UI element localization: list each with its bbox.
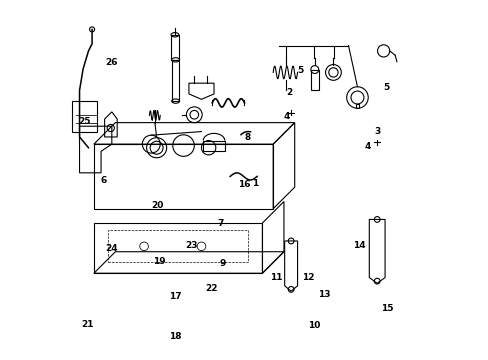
Text: 12: 12 [302,273,314,282]
Text: 3: 3 [373,127,380,136]
Text: 24: 24 [104,244,117,253]
Text: 4: 4 [364,142,370,151]
Text: 19: 19 [153,257,165,266]
Text: 11: 11 [269,273,282,282]
Text: 8: 8 [244,133,250,142]
Text: 16: 16 [238,180,250,189]
Text: 23: 23 [185,241,198,250]
Bar [171,35,179,60]
Text: 25: 25 [78,117,90,126]
Text: 26: 26 [104,58,117,67]
FancyArrowPatch shape [241,131,250,135]
Text: 20: 20 [151,201,163,210]
Text: 5: 5 [382,83,388,92]
Bar [355,104,358,108]
Text: 4: 4 [283,112,289,121]
Text: 17: 17 [169,292,182,301]
Text: 9: 9 [219,259,226,268]
Text: 13: 13 [318,290,330,299]
Text: 2: 2 [285,87,292,96]
Bar [172,60,179,101]
Bar [310,69,318,90]
Text: 1: 1 [252,179,258,188]
Text: 10: 10 [307,321,320,330]
Text: 21: 21 [81,320,94,329]
Text: 14: 14 [352,241,365,250]
Text: 5: 5 [296,66,303,75]
Text: 15: 15 [380,303,393,312]
Text: 18: 18 [169,332,182,341]
Text: 6: 6 [101,176,107,185]
Text: 7: 7 [217,219,223,228]
Text: 22: 22 [205,284,217,293]
